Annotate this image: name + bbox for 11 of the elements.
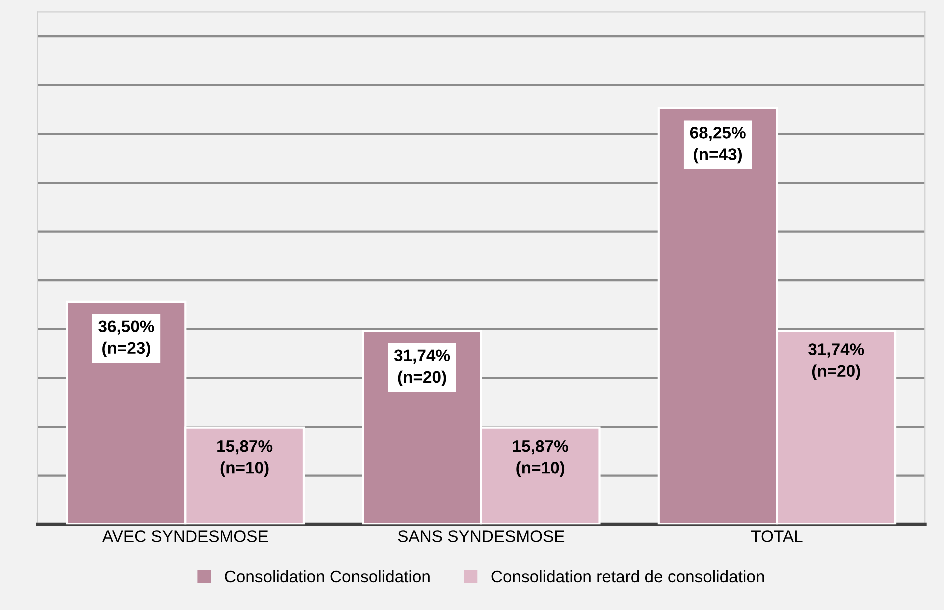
x-tick-label: AVEC SYNDESMOSE [102, 530, 268, 542]
legend-label: Consolidation Consolidation [225, 570, 430, 583]
data-label: 31,74% (n=20) [394, 350, 450, 386]
x-tick-label: TOTAL [752, 530, 803, 542]
data-label: 31,74% (n=20) [808, 344, 864, 380]
data-label: 15,87% (n=10) [218, 440, 273, 478]
x-tick-label: SANS SYNDESMOSE [398, 530, 565, 542]
legend-label: Consolidation retard de consolidation [492, 570, 764, 583]
data-label: 15,87% (n=10) [513, 440, 568, 478]
data-label: 36,50% (n=23) [98, 320, 154, 358]
data-label: 68,25% (n=43) [690, 127, 746, 164]
